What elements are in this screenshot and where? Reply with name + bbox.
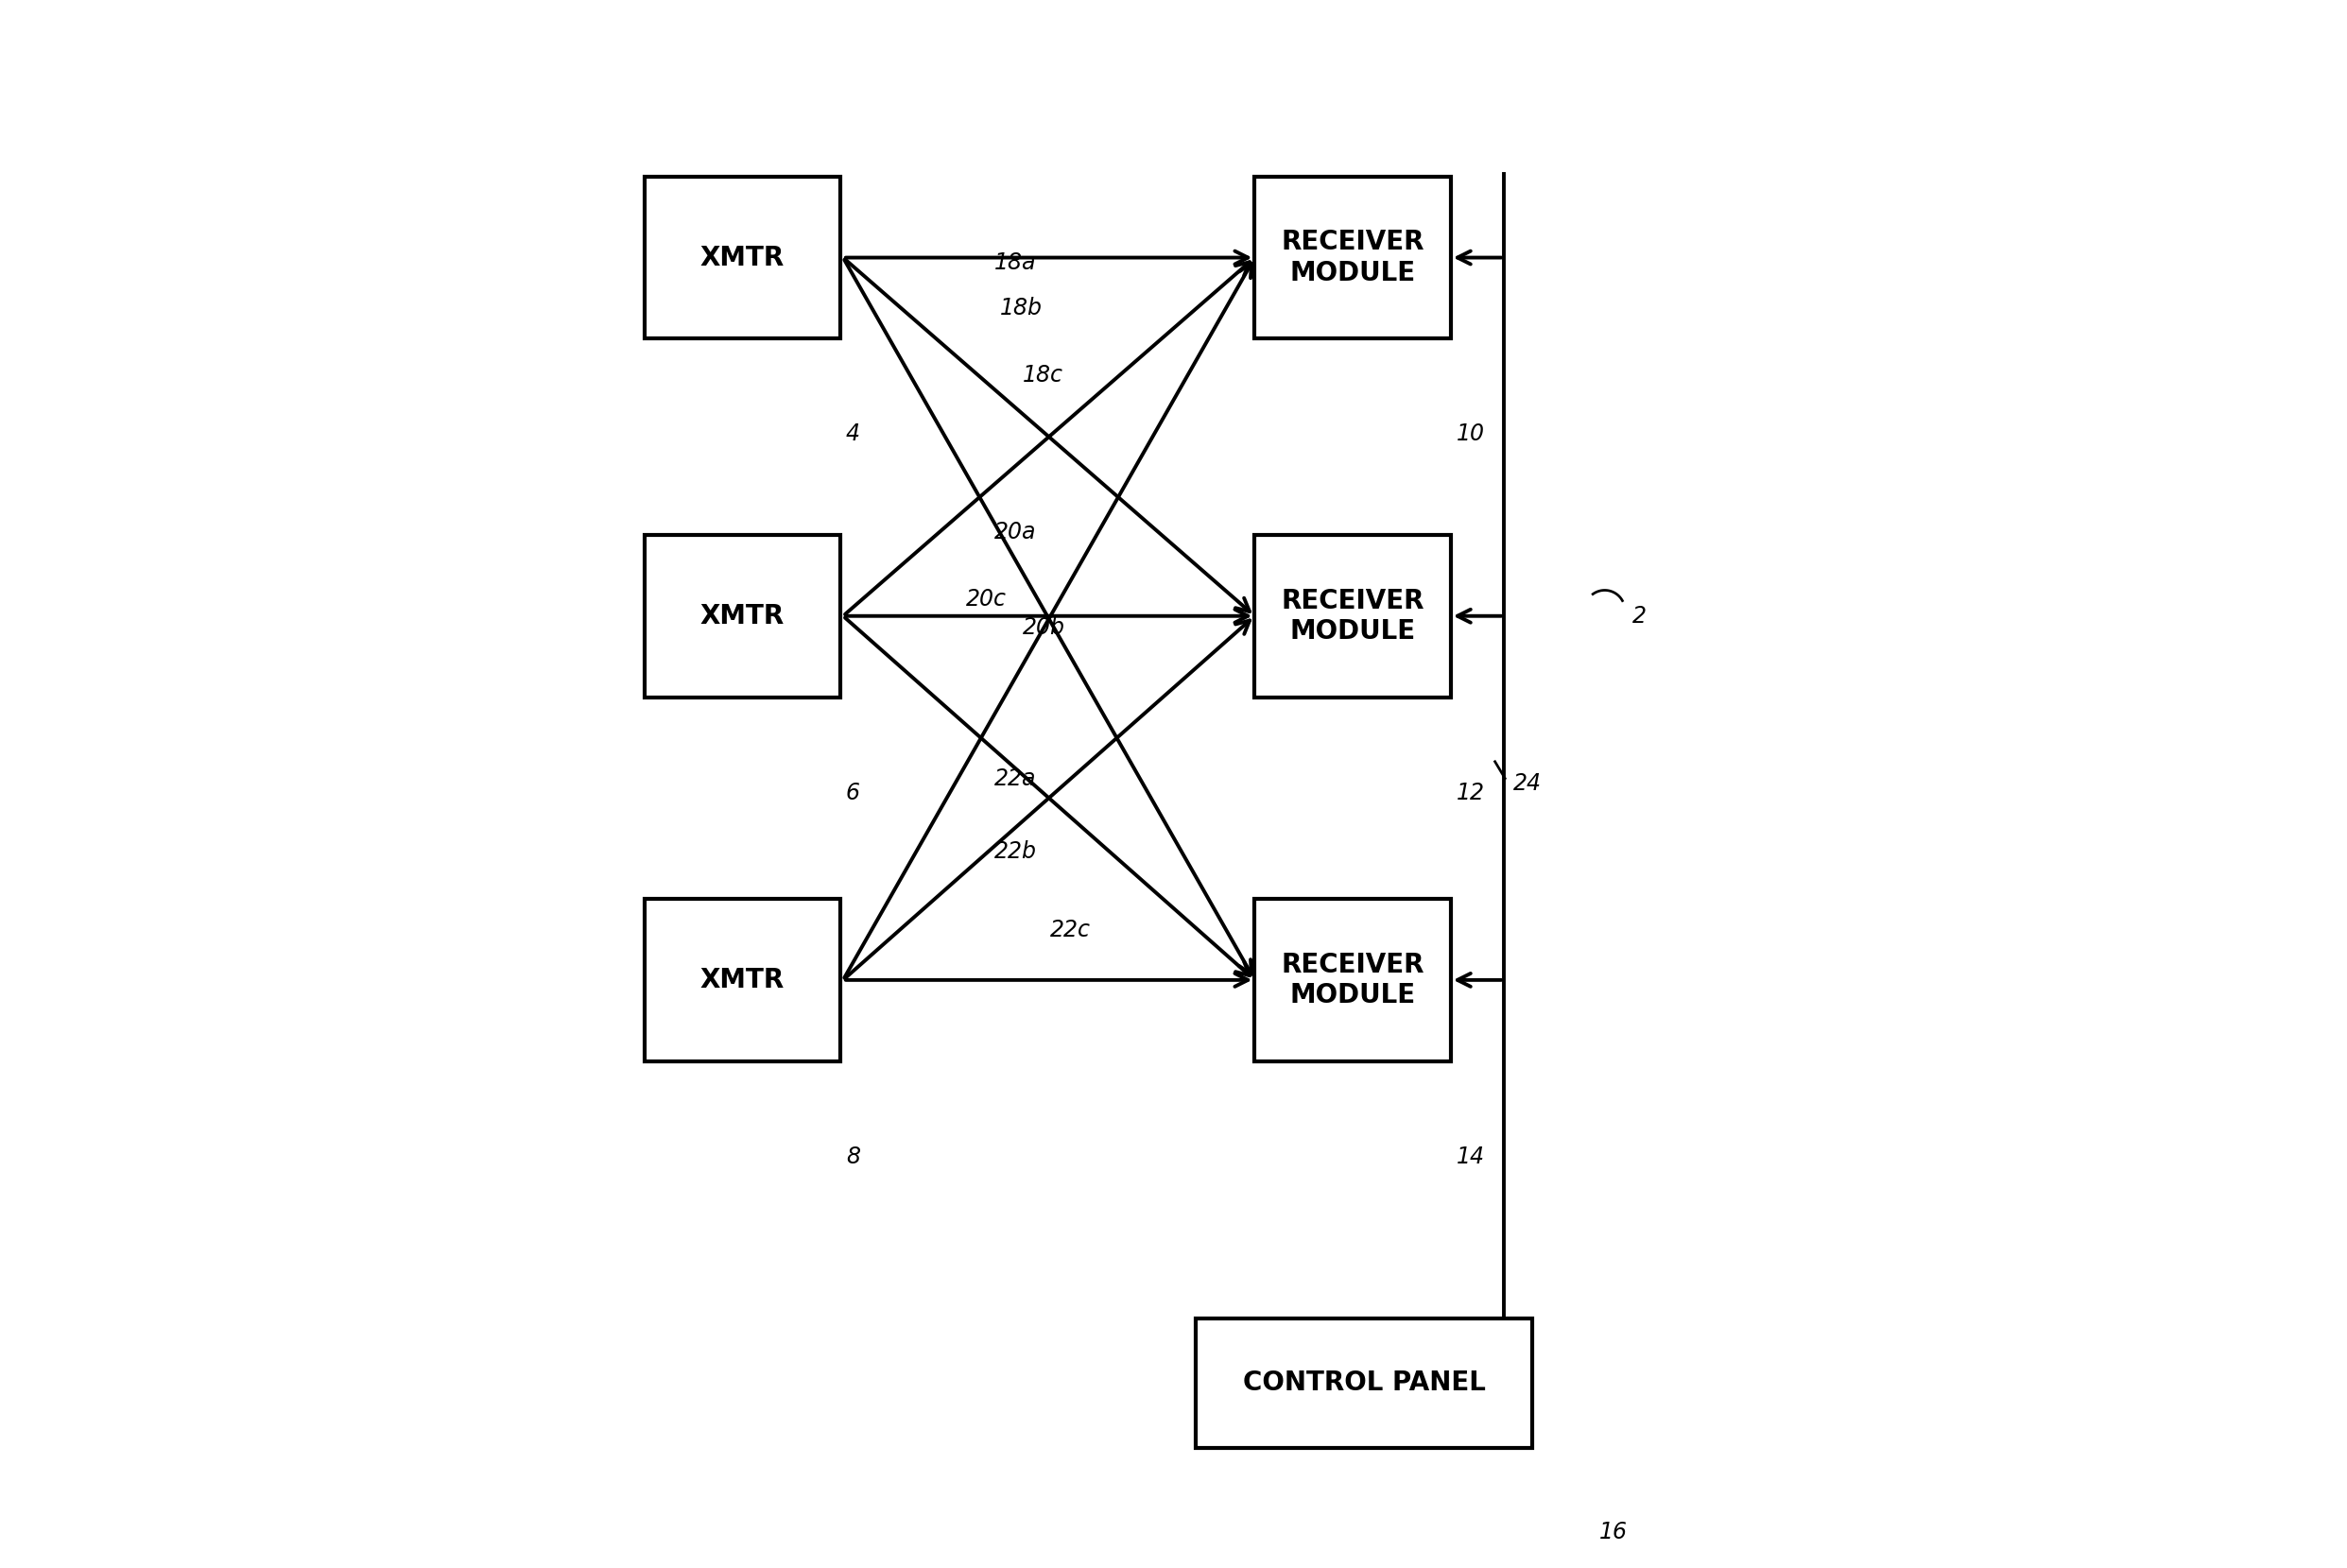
- Text: 24: 24: [1514, 773, 1542, 795]
- Text: XMTR: XMTR: [699, 967, 784, 993]
- Text: 8: 8: [845, 1145, 859, 1168]
- Text: 12: 12: [1457, 781, 1486, 804]
- Text: XMTR: XMTR: [699, 602, 784, 629]
- Text: 10: 10: [1457, 423, 1486, 445]
- Text: 6: 6: [845, 781, 859, 804]
- Text: 22a: 22a: [995, 767, 1037, 790]
- Text: 14: 14: [1457, 1145, 1486, 1168]
- Bar: [1256, 535, 1450, 698]
- Bar: [645, 177, 840, 339]
- Text: 16: 16: [1598, 1521, 1626, 1543]
- Text: RECEIVER
MODULE: RECEIVER MODULE: [1281, 952, 1425, 1008]
- Text: 18a: 18a: [995, 252, 1037, 274]
- Text: RECEIVER
MODULE: RECEIVER MODULE: [1281, 229, 1425, 285]
- Text: 22b: 22b: [995, 840, 1037, 862]
- Text: CONTROL PANEL: CONTROL PANEL: [1242, 1370, 1486, 1397]
- Bar: [1256, 898, 1450, 1062]
- Text: 2: 2: [1634, 605, 1648, 627]
- Text: 20a: 20a: [995, 521, 1037, 544]
- Bar: [1256, 177, 1450, 339]
- Bar: [645, 898, 840, 1062]
- Text: 20b: 20b: [1023, 616, 1066, 638]
- Text: XMTR: XMTR: [699, 245, 784, 271]
- Text: 4: 4: [845, 423, 859, 445]
- Bar: [645, 535, 840, 698]
- Text: 20c: 20c: [967, 588, 1007, 610]
- Text: 18c: 18c: [1023, 364, 1063, 387]
- Text: 18b: 18b: [1000, 296, 1042, 320]
- Text: RECEIVER
MODULE: RECEIVER MODULE: [1281, 588, 1425, 644]
- Text: 22c: 22c: [1051, 919, 1091, 941]
- Bar: [1197, 1319, 1533, 1447]
